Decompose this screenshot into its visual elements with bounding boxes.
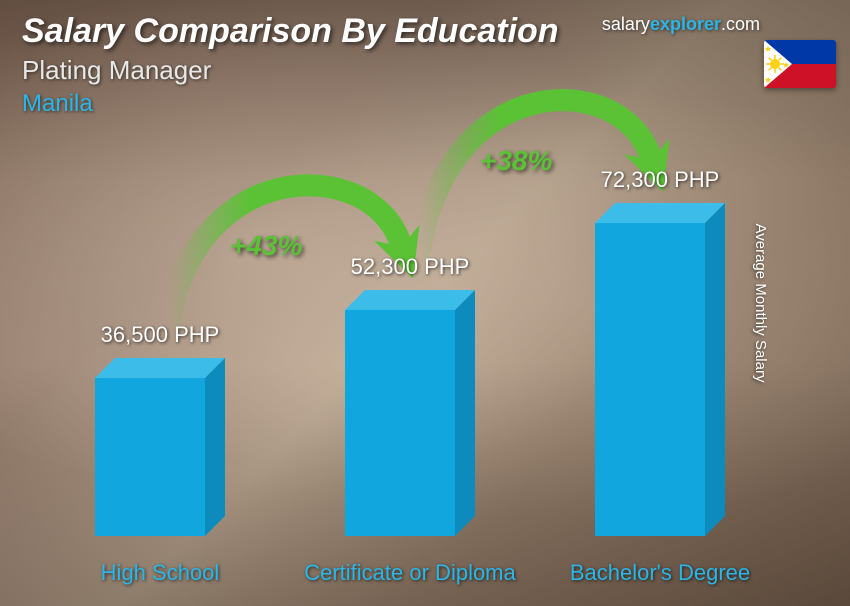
brand-logo: salaryexplorer.com (602, 14, 760, 35)
bar-2 (580, 223, 740, 536)
category-label-2: Bachelor's Degree (550, 560, 770, 586)
category-label-1: Certificate or Diploma (300, 560, 520, 586)
brand-suffix: .com (721, 14, 760, 34)
value-label-2: 72,300 PHP (560, 167, 760, 193)
bar-0 (80, 378, 240, 536)
bar-chart: 36,500 PHP 52,300 PHP 72,300 PHP High Sc… (40, 140, 790, 586)
brand-accent: explorer (650, 14, 721, 34)
page-title: Salary Comparison By Education (22, 12, 559, 51)
flag-icon (764, 40, 836, 88)
bars-container: 36,500 PHP 52,300 PHP 72,300 PHP (40, 140, 790, 536)
value-label-0: 36,500 PHP (60, 322, 260, 348)
increase-label-1: +38% (480, 145, 552, 177)
subtitle: Plating Manager (22, 55, 559, 86)
value-label-1: 52,300 PHP (310, 254, 510, 280)
category-label-0: High School (50, 560, 270, 586)
increase-label-0: +43% (230, 230, 302, 262)
bar-1 (330, 310, 490, 536)
brand-prefix: salary (602, 14, 650, 34)
